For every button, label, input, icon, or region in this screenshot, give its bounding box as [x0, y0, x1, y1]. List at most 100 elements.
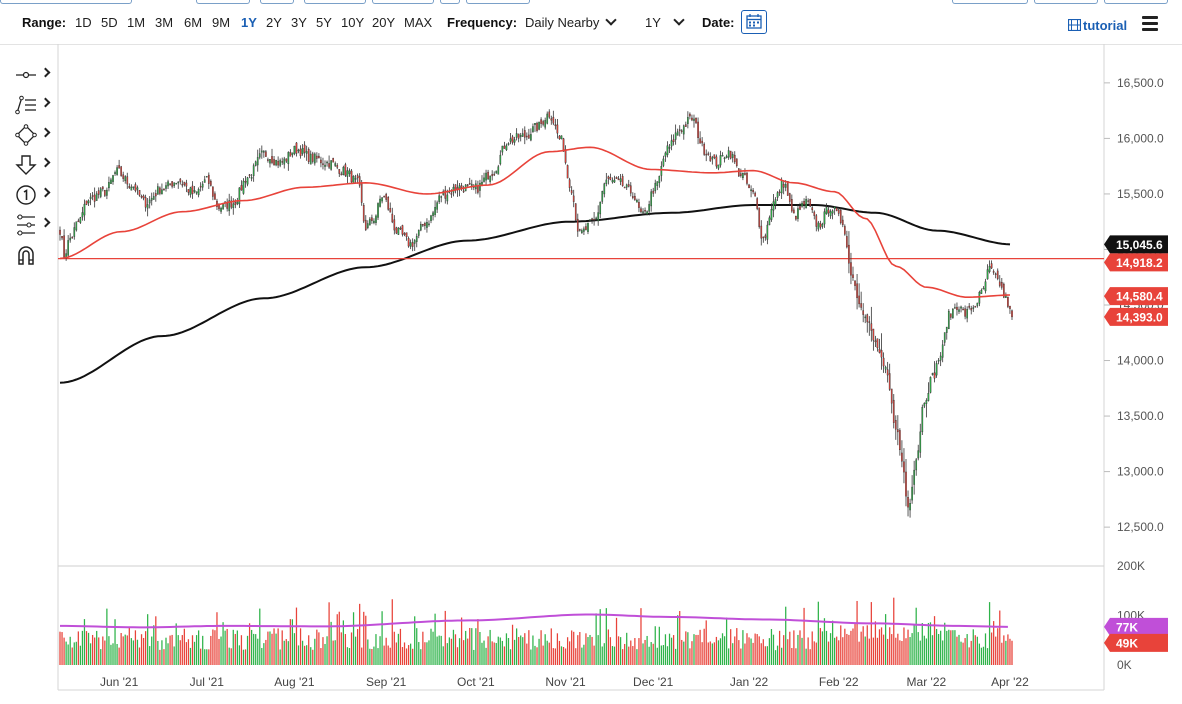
tool-shapes[interactable]	[14, 120, 54, 150]
candle	[825, 203, 828, 215]
tool-number-marker[interactable]	[14, 180, 54, 210]
candle	[815, 213, 818, 232]
range-button-1m[interactable]: 1M	[127, 15, 146, 30]
volume-bar	[662, 645, 665, 665]
volume-bar	[750, 638, 752, 665]
candle-body	[430, 215, 432, 221]
candle-body	[856, 283, 858, 299]
range-button-3m[interactable]: 3M	[155, 15, 174, 30]
candle-body	[415, 236, 418, 242]
candle	[521, 128, 524, 138]
tool-magnet[interactable]	[14, 240, 54, 270]
candle	[605, 173, 608, 187]
candle	[711, 155, 714, 165]
range-button-9m[interactable]: 9M	[212, 15, 231, 30]
candle	[263, 150, 265, 158]
candle-body	[201, 183, 204, 188]
range-button-6m[interactable]: 6M	[184, 15, 203, 30]
range-button-5y[interactable]: 5Y	[316, 15, 332, 30]
candle	[621, 173, 624, 187]
range-button-5d[interactable]: 5D	[101, 15, 118, 30]
candle	[974, 305, 977, 308]
candle	[833, 206, 836, 215]
candle-body	[939, 355, 942, 361]
candle	[846, 230, 848, 249]
volume-bar	[909, 637, 911, 665]
candle	[768, 215, 771, 226]
volume-bar	[499, 637, 501, 665]
volume-bar	[151, 636, 153, 665]
volume-bar	[153, 625, 155, 665]
range-button-max[interactable]: MAX	[404, 15, 433, 30]
candle	[373, 218, 375, 225]
frequency-select[interactable]: Daily Nearby	[525, 14, 618, 30]
candle-body	[426, 222, 428, 228]
candle-body	[707, 153, 710, 155]
candle-body	[713, 154, 716, 159]
candle	[428, 220, 430, 227]
volume-bar	[228, 647, 230, 665]
candle-body	[77, 220, 80, 223]
candle-body	[252, 165, 255, 177]
candle-body	[911, 486, 913, 501]
candle	[238, 187, 241, 208]
price-badge-label: 77K	[1116, 620, 1138, 634]
candle-body	[721, 155, 724, 157]
range-button-1d[interactable]: 1D	[75, 15, 92, 30]
candle-body	[990, 263, 993, 269]
volume-bar	[697, 634, 699, 665]
tool-crosshair-line[interactable]	[14, 60, 54, 90]
candle	[316, 152, 318, 163]
volume-bar	[395, 642, 397, 665]
volume-bar	[259, 608, 261, 665]
volume-bar	[167, 643, 169, 665]
candle	[185, 179, 188, 193]
volume-bar	[338, 611, 340, 665]
tool-indicators[interactable]	[14, 210, 54, 240]
tool-trend-lines[interactable]	[14, 90, 54, 120]
tutorial-link[interactable]: tutorial	[1067, 18, 1127, 33]
tool-arrow-marker[interactable]	[14, 150, 54, 180]
candle-body	[364, 219, 367, 230]
candle-body	[870, 323, 873, 331]
hamburger-menu-icon[interactable]	[1142, 16, 1158, 31]
candle-body	[978, 291, 981, 304]
candle	[738, 168, 740, 177]
candle-body	[766, 224, 769, 240]
candle-body	[277, 160, 279, 166]
volume-bar	[573, 631, 575, 665]
candle	[591, 217, 593, 224]
candle	[513, 136, 516, 146]
volume-bar	[405, 648, 408, 665]
magnet-icon	[18, 246, 34, 265]
candle	[581, 228, 583, 234]
film-icon	[1067, 18, 1082, 32]
range-button-1y[interactable]: 1Y	[241, 15, 257, 30]
candle	[913, 460, 915, 495]
range-button-3y[interactable]: 3Y	[291, 15, 307, 30]
candle	[674, 124, 677, 145]
volume-bar	[774, 650, 777, 665]
range-button-20y[interactable]: 20Y	[372, 15, 396, 30]
volume-bar	[787, 639, 789, 665]
candle	[964, 305, 966, 320]
period-select[interactable]: 1Y	[645, 14, 685, 30]
candle-body	[591, 218, 593, 220]
range-button-2y[interactable]: 2Y	[266, 15, 282, 30]
volume-bar	[719, 638, 722, 665]
volume-bar	[599, 609, 601, 665]
candle	[126, 172, 129, 189]
range-button-10y[interactable]: 10Y	[341, 15, 365, 30]
volume-bar	[728, 648, 730, 665]
volume-bar	[448, 637, 450, 665]
date-picker-button[interactable]	[741, 10, 767, 34]
volume-bar	[807, 637, 809, 665]
candle-body	[199, 185, 202, 188]
volume-bar	[369, 648, 371, 665]
candle	[120, 165, 122, 177]
candle-body	[929, 377, 932, 393]
candle-body	[238, 187, 241, 205]
volume-bar	[106, 608, 108, 665]
candle-body	[301, 147, 304, 154]
